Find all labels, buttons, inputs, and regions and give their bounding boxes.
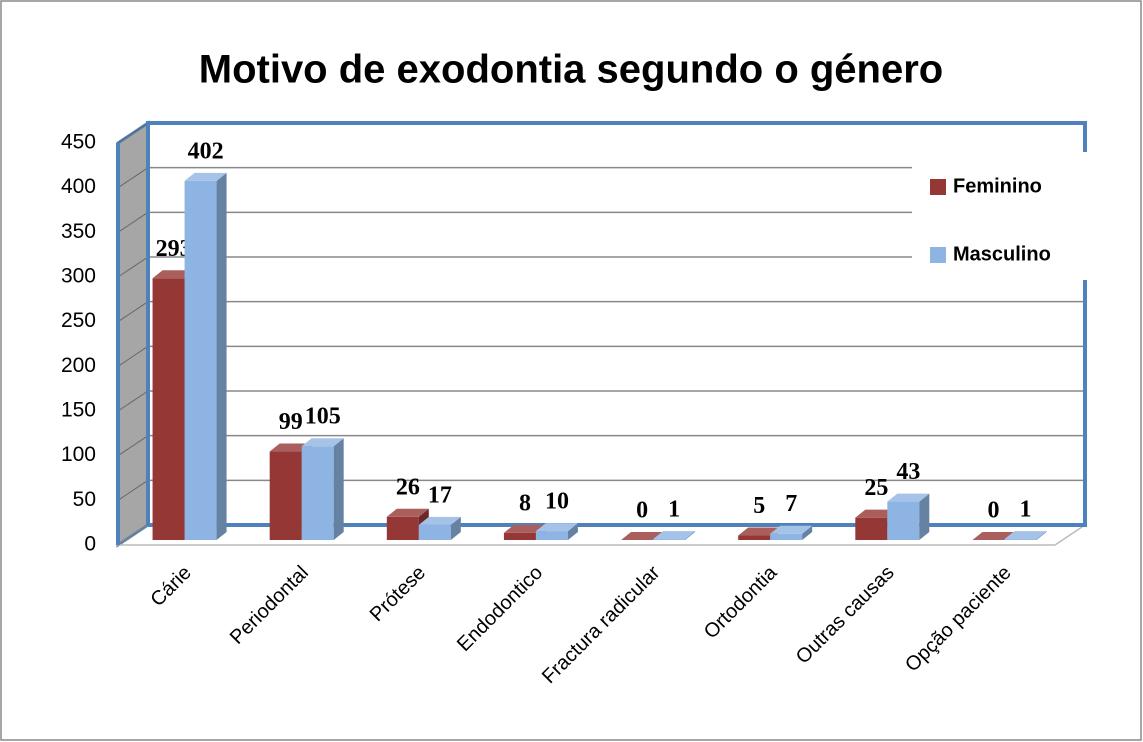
bar	[653, 539, 686, 540]
value-label: 8	[519, 490, 531, 516]
bar-top	[152, 270, 195, 279]
bar-top	[972, 532, 1015, 540]
value-label: 25	[864, 475, 888, 501]
bar-top	[1004, 531, 1047, 540]
bar	[269, 451, 302, 540]
bar	[184, 180, 217, 540]
y-tick-label: 450	[61, 131, 96, 154]
y-tick-label: 50	[73, 488, 96, 511]
bar-side	[802, 525, 813, 540]
grid-line-side	[117, 524, 149, 546]
grid-line-side	[117, 479, 149, 501]
bar	[301, 446, 334, 540]
bar-side	[1036, 531, 1047, 540]
bar-top	[269, 443, 312, 452]
bar	[855, 517, 888, 540]
value-label: 1	[1019, 497, 1031, 523]
bar	[738, 535, 771, 540]
y-tick-label: 0	[84, 533, 96, 556]
value-label: 0	[636, 498, 648, 524]
value-label: 99	[279, 409, 303, 435]
y-tick-label: 100	[61, 443, 96, 466]
bar-top	[535, 523, 578, 532]
value-label: 0	[987, 498, 999, 524]
grid-line-side	[117, 345, 149, 367]
side-wall	[116, 120, 150, 548]
chart-title: Motivo de exodontia segundo o género	[199, 48, 943, 92]
bar	[503, 532, 536, 540]
y-tick-label: 300	[61, 265, 96, 288]
legend-label: Masculino	[953, 243, 1051, 265]
bar	[418, 524, 451, 540]
value-label: 1	[668, 497, 680, 523]
bar-top	[621, 532, 664, 540]
bar-side	[216, 172, 227, 540]
y-tick-label: 400	[61, 175, 96, 198]
bar	[535, 531, 568, 540]
bar-top	[887, 493, 930, 502]
bar-top	[738, 527, 781, 536]
value-label: 10	[545, 489, 569, 515]
grid-line-side	[117, 256, 149, 278]
bar-side	[333, 438, 344, 540]
bar-top	[386, 508, 429, 517]
value-label: 26	[396, 474, 420, 500]
y-tick-label: 150	[61, 399, 96, 422]
bar-top	[301, 438, 344, 447]
back-wall-frame	[146, 121, 1087, 527]
bar	[887, 501, 920, 540]
bar-top	[653, 531, 696, 540]
value-label: 402	[188, 138, 224, 164]
y-tick-label: 200	[61, 354, 96, 377]
bar-side	[450, 516, 461, 540]
legend-swatch	[930, 247, 946, 263]
value-label: 43	[896, 459, 920, 485]
bar-side	[685, 531, 696, 540]
grid-line-side	[117, 211, 149, 233]
value-label: 17	[428, 482, 452, 508]
y-tick-label: 350	[61, 220, 96, 243]
bar	[386, 516, 419, 540]
bar-side	[567, 523, 578, 540]
bar	[152, 278, 185, 540]
bar	[1004, 539, 1037, 540]
bar-top	[184, 172, 227, 181]
grid-line-side	[117, 390, 149, 412]
bar-top	[503, 524, 546, 533]
value-label: 7	[785, 491, 797, 517]
legend-swatch	[930, 179, 946, 195]
legend-label: Feminino	[953, 175, 1042, 197]
grid-line-side	[117, 122, 149, 144]
bar-top	[770, 525, 813, 534]
value-label: 5	[753, 493, 765, 519]
grid-line-side	[117, 301, 149, 323]
bar-top	[418, 516, 461, 525]
grid-line-side	[117, 167, 149, 189]
y-tick-label: 250	[61, 309, 96, 332]
bar-side	[919, 493, 930, 540]
value-label: 105	[305, 404, 341, 430]
grid-line-side	[117, 435, 149, 457]
bar-top	[855, 509, 898, 518]
bar	[770, 533, 803, 540]
